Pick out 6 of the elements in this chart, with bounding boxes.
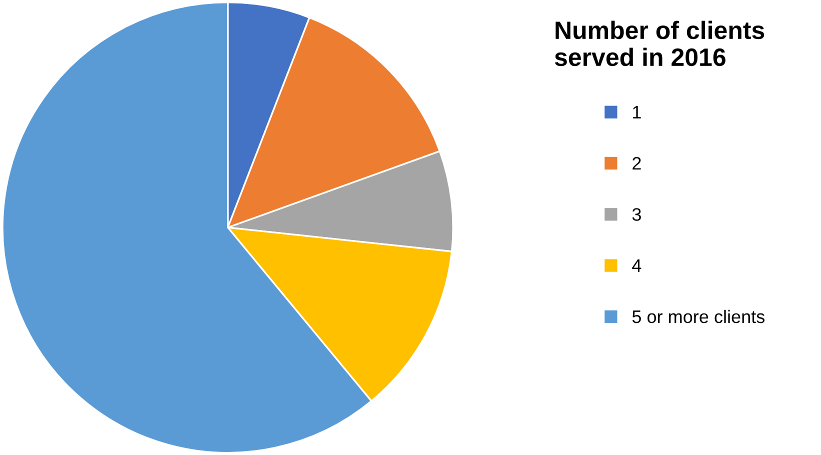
legend-label: 4 [632, 259, 642, 272]
legend-label: 2 [632, 156, 641, 170]
legend-label: 5 or more clients [632, 310, 764, 324]
legend-title: Number of clients served in 2016 [554, 20, 764, 66]
legend-label: 1 [633, 106, 641, 118]
legend-label: 3 [632, 208, 641, 221]
